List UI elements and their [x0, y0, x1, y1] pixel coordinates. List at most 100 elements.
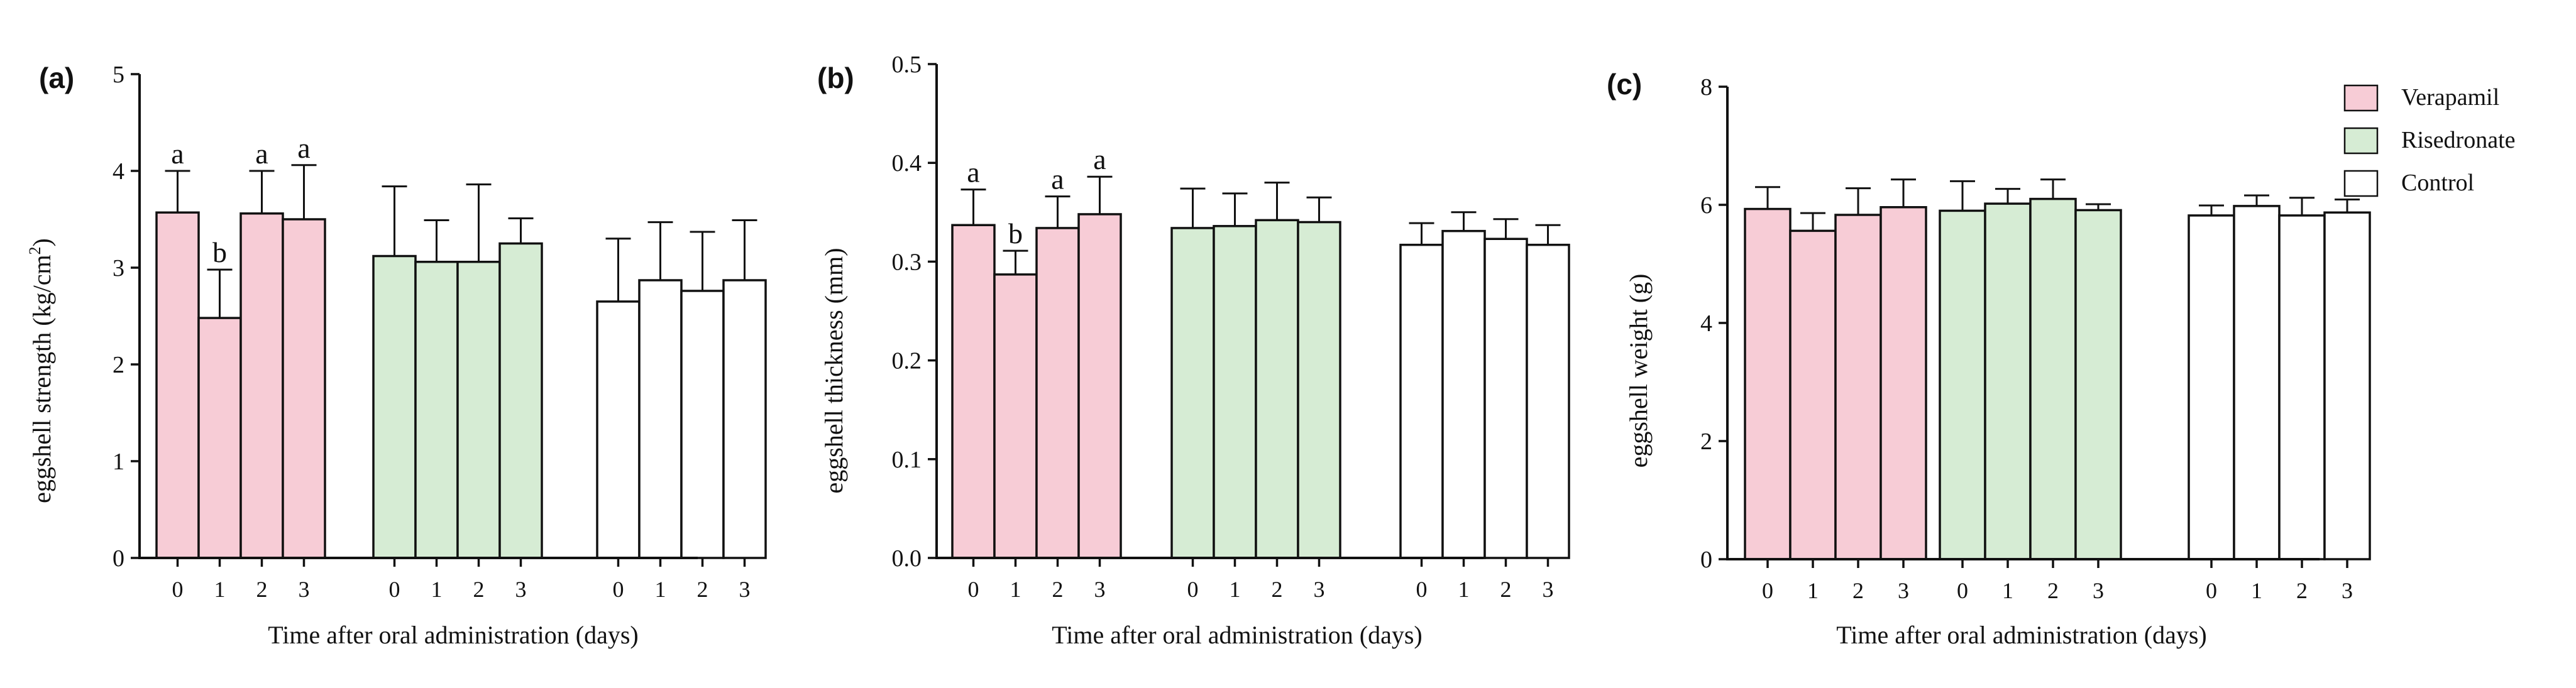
panel-a-y-tick-label: 1: [113, 449, 124, 475]
panel-a-y-axis: 0 1 2 3 4 5: [113, 62, 141, 572]
panel-c-x-tick-label: 2: [2296, 578, 2308, 603]
panel-a-sig-label: b: [212, 236, 227, 268]
panel-c-x-tick-label: 0: [2206, 578, 2217, 603]
panel-a-bar-verapamil-day-1: [197, 317, 242, 559]
panel-b-x-tick-label: 1: [1458, 577, 1470, 602]
panel-b-bar-risedronate-day-2: [1255, 219, 1299, 559]
panel-b-bar-risedronate-day-0: [1170, 227, 1215, 559]
panel-b-x-tick-label: 2: [1272, 577, 1283, 602]
panel-b-x-tick-label: 0: [1187, 577, 1199, 602]
panel-c-label: (c): [1607, 68, 1642, 101]
panel-b-label: (b): [817, 62, 854, 94]
panel-a-y-tick-label: 2: [113, 352, 124, 378]
panel-b-x-tick-label: 3: [1314, 577, 1325, 602]
panel-a-bar-risedronate-day-3: [498, 242, 543, 559]
panel-b-x-tick-label: 2: [1500, 577, 1512, 602]
panel-b-sig-label: b: [1008, 217, 1023, 249]
panel-a-bar-risedronate-day-1: [414, 261, 459, 559]
panel-c-y-axis: 0 2 4 6 8: [1700, 74, 1729, 573]
panel-b-x-axis-title: Time after oral administration (days): [1052, 621, 1423, 649]
panel-b-y-axis-title: eggshell thickness (mm): [820, 248, 848, 493]
panel-b-x-tick-label: 1: [1230, 577, 1241, 602]
panel-b-y-tick-label: 0.3: [892, 249, 922, 275]
legend-swatch-verapamil: [2343, 84, 2379, 112]
panel-b-bar-control-day-0: [1399, 243, 1444, 559]
panel-c-y-tick-label: 0: [1700, 547, 1712, 573]
panel-c-bar-risedronate-day-3: [2074, 209, 2122, 560]
panel-c-y-tick-label: 2: [1700, 429, 1712, 455]
panel-a-x-tick-label: 1: [214, 577, 226, 602]
panel-a-y-tick-label: 4: [113, 158, 124, 185]
panel-b-bar-control-day-1: [1441, 229, 1486, 559]
panel-a-sig-label: a: [255, 138, 268, 170]
panel-a-x-tick-label: 2: [256, 577, 268, 602]
panel-b-x-tick-label: 3: [1543, 577, 1554, 602]
panel-a-bar-control-day-2: [680, 290, 725, 559]
panel-c-y-tick-label: 4: [1700, 310, 1712, 337]
panel-a-x-tick-label: 0: [172, 577, 184, 602]
panel-c-bar-control-day-3: [2323, 211, 2371, 560]
panel-a-bar-verapamil-day-0: [155, 211, 200, 559]
panel-b-x-tick-label: 0: [1416, 577, 1428, 602]
panel-b-sig-label: a: [1051, 163, 1064, 195]
panel-a-x-tick-label: 0: [389, 577, 400, 602]
panel-c-x-axis: 0 1 2 3 0 1 2 3 0 1 2 3: [1726, 558, 2353, 603]
panel-c-bar-control-day-1: [2233, 205, 2281, 560]
panel-c-x-tick-label: 1: [2002, 578, 2013, 603]
panel-c-x-tick-label: 0: [1957, 578, 1968, 603]
panel-a-bar-verapamil-day-2: [239, 212, 284, 559]
panel-a-y-axis-title: eggshell strength (kg/cm2): [26, 238, 56, 503]
panel-a-x-tick-label: 1: [655, 577, 666, 602]
panel-b-y-tick-label: 0.0: [892, 545, 922, 572]
panel-c-x-tick-label: 3: [2093, 578, 2104, 603]
panel-c-y-tick-label: 6: [1700, 192, 1712, 219]
panel-c: (c) 0 2 4 6 8 0 1 2 3 0 1 2 3 0 1 2 3 eggshell weight (…: [1607, 68, 2371, 649]
panel-b-y-tick-label: 0.5: [892, 52, 922, 78]
panel-a-x-tick-label: 3: [739, 577, 751, 602]
legend: Verapamil Risedronate Control: [2343, 84, 2516, 197]
panel-b-y-tick-label: 0.4: [892, 150, 922, 177]
panel-c-bar-verapamil-day-2: [1834, 214, 1882, 560]
panel-a-bar-risedronate-day-0: [372, 254, 417, 559]
panel-a-x-tick-label: 1: [431, 577, 443, 602]
panel-b-y-tick-label: 0.2: [892, 348, 922, 374]
panel-a-sig-label: a: [171, 138, 184, 170]
panel-b-bar-verapamil-day-3: [1077, 213, 1122, 559]
panel-c-bars: [1744, 178, 2371, 560]
panel-c-x-axis-title: Time after oral administration (days): [1836, 621, 2207, 649]
panel-a-y-tick-label: 3: [113, 255, 124, 281]
panel-a-bar-control-day-1: [638, 279, 683, 559]
panel-c-x-tick-label: 3: [1898, 578, 1909, 603]
panel-b-x-tick-label: 2: [1052, 577, 1064, 602]
panel-b-bar-control-day-2: [1483, 238, 1528, 559]
panel-b-x-axis: 0 1 2 3 0 1 2 3 0 1 2 3: [935, 557, 1554, 602]
panel-a-x-tick-label: 2: [473, 577, 485, 602]
panel-b-bar-risedronate-day-3: [1297, 221, 1341, 559]
panel-a-x-tick-label: 0: [613, 577, 624, 602]
panel-c-bar-risedronate-day-0: [1939, 209, 1986, 560]
panel-c-x-tick-label: 3: [2342, 578, 2353, 603]
panel-b-y-axis: 0.0 0.1 0.2 0.3 0.4 0.5: [892, 52, 938, 572]
panel-b-bar-verapamil-day-0: [951, 224, 996, 559]
panel-c-bar-verapamil-day-3: [1880, 206, 1927, 560]
panel-a-bar-risedronate-day-2: [456, 261, 501, 559]
panel-c-x-tick-label: 1: [1807, 578, 1819, 603]
panel-a-x-tick-label: 3: [299, 577, 310, 602]
panel-b-y-tick-label: 0.1: [892, 447, 922, 473]
panel-a-y-tick-label: 0: [113, 545, 124, 572]
panel-c-bar-risedronate-day-2: [2029, 197, 2077, 560]
panel-c-y-axis-title: eggshell weight (g): [1624, 274, 1653, 468]
panel-c-x-tick-label: 2: [1852, 578, 1864, 603]
panel-a-sig-label: a: [297, 132, 310, 164]
panel-a-bar-control-day-3: [722, 279, 767, 559]
panel-a-x-tick-label: 3: [515, 577, 527, 602]
panel-c-x-tick-label: 2: [2047, 578, 2059, 603]
panel-b-bar-risedronate-day-1: [1213, 225, 1257, 559]
panel-c-x-tick-label: 0: [1762, 578, 1773, 603]
panel-c-bar-verapamil-day-1: [1789, 229, 1837, 560]
panel-c-bar-verapamil-day-0: [1744, 207, 1792, 560]
panel-b-x-tick-label: 1: [1010, 577, 1021, 602]
